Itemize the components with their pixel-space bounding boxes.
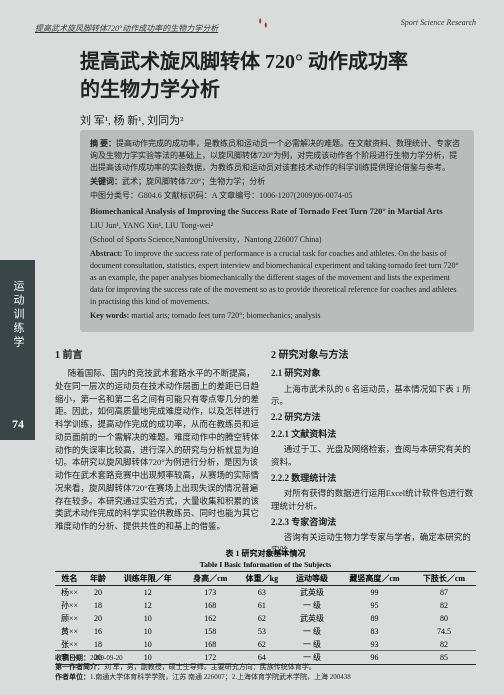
table-header: 运动等级 [287,572,337,586]
table-cell: 53 [237,625,287,638]
table-caption-cn: 表 1 研究对象基本情况 [55,548,476,559]
table-header: 藏竖高度／cm [337,572,412,586]
table-cell: 63 [237,586,287,600]
en-authors: LIU Jun¹, YANG Xin¹, LIU Tong-wei² [90,220,464,232]
table-cell: 61 [237,599,287,612]
s221-heading: 2.2.1 文献资料法 [271,428,476,442]
table-row: 顾××201016262武英级8980 [55,612,476,625]
table-cell: 173 [184,586,237,600]
table-cell: 10 [112,612,184,625]
s221-p: 通过于工、光盘及网络检索，查阅与本研究有关的资料。 [271,443,476,469]
table-cell: 黄×× [55,625,84,638]
table-cell: 一 级 [287,599,337,612]
table-cell: 10 [112,625,184,638]
table-cell: 12 [112,586,184,600]
recv-label: 收稿日期： [55,654,90,662]
table-row: 杨××201217363武英级9987 [55,586,476,600]
page-number: 74 [6,415,30,434]
s21-p: 上海市武术队的 6 名运动员，基本情况如下表 1 所示。 [271,383,476,409]
affil-label: 作者单位： [55,673,90,681]
table-header: 体重／kg [237,572,287,586]
sidebar: 运动训练学 [0,260,35,440]
authors: 刘 军¹, 杨 新¹, 刘同为² [80,112,474,128]
table-header: 姓名 [55,572,84,586]
author-info: 刘 军，男，副教授，硕士生导师。主要研究方向：民族传统体育学。 [104,663,316,671]
en-title: Biomechanical Analysis of Improving the … [90,205,464,218]
table-cell: 162 [184,612,237,625]
table-cell: 20 [84,612,112,625]
footer: 收稿日期：2009-09-20 第一作者简介：刘 军，男，副教授，硕士生导师。主… [55,650,476,683]
table-cell: 16 [84,625,112,638]
table-cell: 89 [337,612,412,625]
s223-heading: 2.2.3 专家咨询法 [271,516,476,530]
kw-cn-body: 武术；旋风脚转体720°；生物力学；分析 [122,177,265,186]
table-cell: 杨×× [55,586,84,600]
s21-heading: 2.1 研究对象 [271,367,476,381]
abstract-box: 摘 要：提高动作完成的成功率，是教练员和运动员一个必需解决的难题。在文献资料、数… [80,130,474,332]
header-icon [256,16,270,30]
table-cell: 80 [412,612,476,625]
table-header: 下肢长／cm [412,572,476,586]
table-cell: 顾×× [55,612,84,625]
table-row: 黄××161015853一 级8374.5 [55,625,476,638]
table-cell: 87 [412,586,476,600]
abs-cn-label: 摘 要： [90,139,116,148]
table-cell: 82 [412,599,476,612]
affil-info: 1.南通大学体育科学学院，江苏 南通 226007；2.上海体育学院武术学院，上… [90,673,351,681]
en-affil: (School of Sports Science,NantongUnivers… [90,234,464,246]
en-kw-label: Key words: [90,311,129,320]
title-line2: 的生物力学分析 [80,76,474,104]
kw-cn-label: 关键词： [90,177,122,186]
table-cell: 83 [337,625,412,638]
table-header: 年龄 [84,572,112,586]
abs-cn-body: 提高动作完成的成功率，是教练员和运动员一个必需解决的难题。在文献资料、数理统计、… [90,139,460,172]
s1-p1: 随着国际、国内的竞技武术套路水平的不断提高，处在同一层次的运动员在技术动作层面上… [55,367,260,533]
en-kw-body: martial arts; tornado feet turn 720°; bi… [131,311,320,320]
s222-p: 对所有获得的数据进行运用Excel统计软件包进行数理统计分析。 [271,487,476,513]
header-left: 提高武术旋风脚转体720°动作成功率的生物力学分析 [35,24,218,33]
class-body: G804.6 文献标识码：A 文章编号：1006-1207(2009)06-00… [138,191,352,200]
s22-heading: 2.2 研究方法 [271,411,476,425]
recv: 2009-09-20 [90,654,123,662]
table-cell: 孙×× [55,599,84,612]
s1-heading: 1 前言 [55,348,260,363]
table-header: 身高／cm [184,572,237,586]
table-row: 孙××181216861一 级9582 [55,599,476,612]
class-label: 中图分类号： [90,191,138,200]
table-cell: 168 [184,599,237,612]
table-cell: 12 [112,599,184,612]
table-cell: 武英级 [287,612,337,625]
table-header: 训练年限／年 [112,572,184,586]
author-label: 第一作者简介： [55,663,104,671]
table-cell: 武英级 [287,586,337,600]
table-cell: 62 [237,612,287,625]
table-cell: 18 [84,599,112,612]
sidebar-text: 运动训练学 [10,280,26,350]
en-abs-body: To improve the success rate of performan… [90,249,459,306]
title-line1: 提高武术旋风脚转体 720° 动作成功率 [80,48,474,76]
table-cell: 74.5 [412,625,476,638]
table-cell: 99 [337,586,412,600]
table-cell: 158 [184,625,237,638]
s2-heading: 2 研究对象与方法 [271,348,476,363]
table-cell: 20 [84,586,112,600]
table-caption-en: Table I Basic Information of the Subject… [55,560,476,569]
header-right: Sport Science Research [401,18,476,27]
table-cell: 95 [337,599,412,612]
s222-heading: 2.2.2 数理统计法 [271,472,476,486]
en-abs-label: Abstract: [90,249,122,258]
table-cell: 一 级 [287,625,337,638]
